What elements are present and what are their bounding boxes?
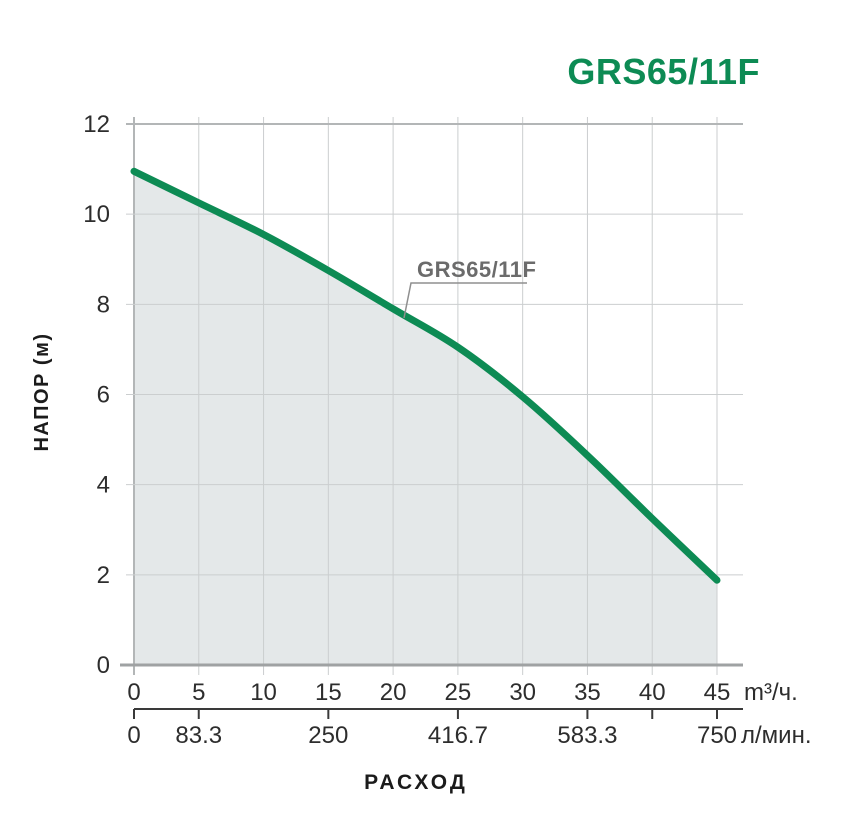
- y-axis: 0 2 4 6 8 10 12: [83, 111, 110, 679]
- pump-curve: [130, 167, 721, 584]
- y-tick-label: 6: [97, 382, 110, 409]
- y-tick-label: 4: [97, 472, 110, 499]
- secondary-tick-label: 0: [127, 722, 140, 749]
- x-axis-primary: 0 5 10 15 20 25 30 35 40 45: [127, 679, 730, 706]
- x-tick-label: 30: [509, 679, 536, 706]
- chart-title: GRS65/11F: [567, 51, 760, 92]
- x-axis-title: РАСХОД: [364, 771, 468, 794]
- curve-label: GRS65/11F: [417, 257, 536, 282]
- x-tick-label: 35: [574, 679, 601, 706]
- y-tick-label: 8: [97, 291, 110, 318]
- pump-curve-layer: [130, 167, 721, 584]
- curve-area-fill: [134, 171, 717, 666]
- y-tick-label: 2: [97, 562, 110, 589]
- curve-callout: GRS65/11F: [403, 257, 536, 319]
- callout-leader-line: [403, 282, 527, 319]
- secondary-tick-label: 250: [308, 722, 348, 749]
- secondary-tick-label: 416.7: [428, 722, 488, 749]
- x-tick-label: 25: [445, 679, 472, 706]
- secondary-tick-label: 583.3: [557, 722, 617, 749]
- x-tick-label: 40: [639, 679, 666, 706]
- area-fill-layer: [134, 171, 717, 666]
- x-tick-label: 20: [380, 679, 407, 706]
- x-tick-label: 5: [192, 679, 205, 706]
- secondary-tick-label: 750: [697, 722, 737, 749]
- y-axis-title: НАПОР (м): [31, 332, 53, 451]
- y-tick-label: 12: [83, 111, 110, 138]
- x-tick-label: 0: [127, 679, 140, 706]
- secondary-tick-label: 83.3: [175, 722, 222, 749]
- x-tick-label: 15: [315, 679, 342, 706]
- x-primary-unit: m³/ч.: [744, 679, 798, 706]
- x-secondary-unit: л/мин.: [741, 722, 812, 749]
- x-tick-label: 45: [704, 679, 731, 706]
- y-tick-label: 10: [83, 201, 110, 228]
- grid-layer: [120, 117, 743, 675]
- x-axis-secondary: 0 83.3 250 416.7 583.3 750: [127, 708, 743, 749]
- y-tick-label: 0: [97, 652, 110, 679]
- x-tick-label: 10: [250, 679, 277, 706]
